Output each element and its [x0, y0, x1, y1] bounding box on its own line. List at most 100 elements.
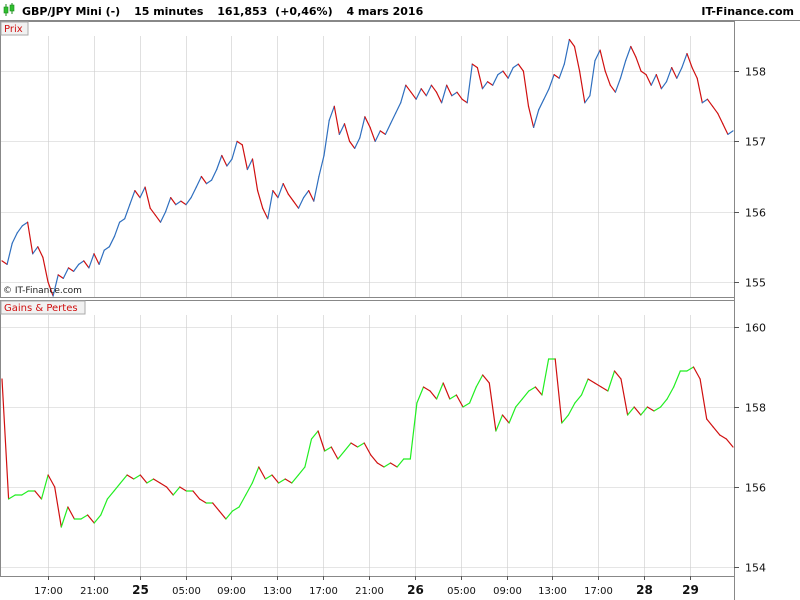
series-segment — [409, 402, 418, 460]
series-segment — [415, 88, 422, 100]
series-segment — [16, 225, 23, 234]
series-segment — [134, 190, 141, 199]
series-segment — [466, 63, 473, 104]
series-segment — [574, 394, 583, 404]
series-segment — [727, 130, 734, 135]
series-segment — [324, 446, 332, 452]
series-segment — [430, 84, 438, 93]
y-tick-label: 154 — [745, 562, 766, 575]
series-segment — [86, 514, 95, 524]
series-segment — [154, 214, 162, 223]
series-segment — [212, 502, 220, 512]
series-segment — [389, 462, 398, 468]
series-segment — [165, 197, 172, 213]
series-segment — [543, 88, 550, 100]
x-tick-label: 05:00 — [172, 586, 201, 597]
series-segment — [21, 490, 29, 496]
series-segment — [665, 66, 673, 83]
series-segment — [455, 394, 464, 408]
series-segment — [354, 137, 361, 149]
series-segment — [40, 474, 49, 500]
series-segment — [686, 366, 695, 372]
series-segment — [471, 63, 478, 69]
series-segment — [308, 190, 315, 202]
series-segment — [548, 73, 555, 90]
series-segment — [613, 370, 622, 380]
series-segment — [1, 260, 8, 265]
x-tick-label: 17:00 — [309, 586, 338, 597]
series-segment — [333, 105, 340, 135]
header-bar — [0, 0, 800, 20]
series-segment — [124, 204, 131, 220]
series-segment — [166, 486, 174, 496]
series-segment — [492, 73, 499, 86]
series-segment — [719, 434, 728, 440]
x-tick-label: 28 — [636, 583, 653, 597]
series-segment — [584, 95, 591, 104]
series-segment — [456, 91, 463, 100]
series-segment — [600, 386, 609, 392]
series-segment — [436, 382, 444, 400]
series-segment — [666, 386, 675, 400]
series-segment — [282, 183, 289, 195]
series-segment — [257, 190, 264, 209]
series-segment — [587, 378, 596, 384]
copyright-label: © IT-Finance.com — [3, 286, 82, 296]
series-segment — [462, 402, 471, 408]
series-segment — [54, 486, 62, 528]
series-segment — [673, 370, 681, 388]
series-segment — [395, 102, 402, 114]
series-segment — [313, 175, 320, 202]
series-segment — [231, 140, 238, 160]
series-segment — [225, 510, 234, 520]
series-segment — [221, 154, 228, 167]
gains-title-box — [0, 300, 86, 315]
series-segment — [328, 105, 335, 121]
series-segment — [706, 98, 714, 107]
series-segment — [149, 207, 156, 216]
series-segment — [139, 474, 148, 484]
series-segment — [200, 175, 208, 185]
series-segment — [8, 494, 16, 500]
x-tick-label: 26 — [407, 583, 424, 597]
series-segment — [476, 66, 484, 90]
series-segment — [451, 91, 458, 97]
series-segment — [410, 91, 417, 100]
series-segment — [573, 45, 581, 72]
y-tick-label: 158 — [745, 402, 766, 415]
series-segment — [435, 91, 443, 104]
series-segment — [359, 116, 366, 139]
series-segment — [497, 70, 504, 76]
x-tick-label: 29 — [682, 583, 699, 597]
series-segment — [481, 81, 489, 90]
series-segment — [287, 193, 294, 202]
series-segment — [192, 490, 201, 500]
series-segment — [568, 38, 576, 48]
series-segment — [580, 378, 589, 396]
series-segment — [144, 186, 151, 209]
series-segment — [238, 494, 247, 508]
series-segment — [284, 478, 293, 484]
series-segment — [103, 246, 110, 251]
y-tick-label: 156 — [745, 482, 766, 495]
series-segment — [251, 158, 259, 192]
series-segment — [272, 190, 279, 199]
series-segment — [277, 183, 284, 199]
series-segment — [119, 474, 128, 484]
series-segment — [400, 84, 407, 104]
series-segment — [630, 45, 637, 58]
series-segment — [369, 126, 376, 142]
series-segment — [6, 242, 13, 265]
series-segment — [129, 190, 136, 206]
series-segment — [653, 406, 662, 412]
series-segment — [364, 116, 371, 129]
series-segment — [317, 430, 326, 452]
x-tick-label: 17:00 — [34, 586, 63, 597]
series-segment — [310, 430, 319, 440]
series-segment — [594, 382, 602, 388]
price-title-box — [0, 21, 29, 36]
series-segment — [27, 221, 34, 255]
series-segment — [609, 84, 617, 93]
series-segment — [34, 490, 43, 500]
series-segment — [422, 386, 431, 392]
